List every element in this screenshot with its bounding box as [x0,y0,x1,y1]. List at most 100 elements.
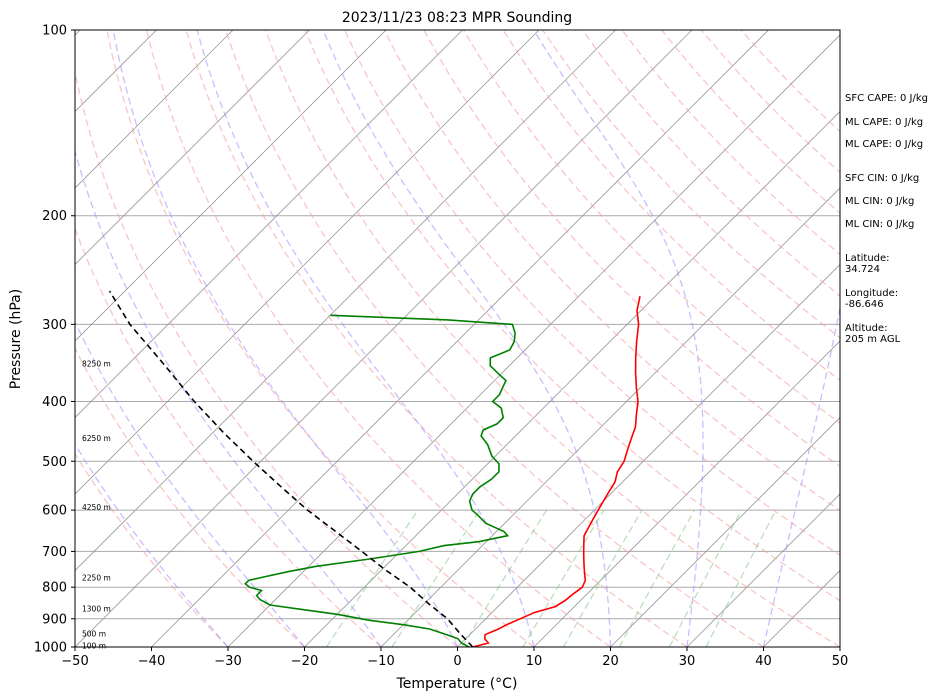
x-tick-label: −40 [138,654,165,669]
height-label: 6250 m [82,434,111,443]
dry-adiabat-line [185,30,688,647]
dry-adiabat-line [75,226,382,647]
y-tick-label: 900 [42,612,67,627]
isotherm-line [0,30,4,647]
height-label: 1300 m [82,604,111,613]
mixing-ratio-line [461,509,548,647]
x-tick-label: 20 [602,654,619,669]
sfc-cape-text: SFC CAPE: 0 J/kg [845,93,928,104]
dry-adiabat-line [423,30,840,468]
longitude-label: Longitude: [845,288,899,299]
moist-adiabat-line [75,148,382,647]
chart-title: 2023/11/23 08:23 MPR Sounding [342,10,572,26]
isotherm-line [457,263,840,647]
x-axis: −50 −40 −30 −20 −10 0 10 20 30 40 50 [61,647,848,669]
mixing-ratio-line [668,509,743,647]
isotherm-line [75,30,387,342]
y-axis: 100 200 300 400 500 600 700 800 900 1000 [34,24,75,656]
isotherm-line [151,30,769,647]
altitude-value: 205 m AGL [845,334,901,345]
ml-cape-text-2: ML CAPE: 0 J/kg [845,139,924,150]
temperature-profile [472,296,641,647]
y-tick-label: 100 [42,24,67,39]
mixing-ratio-line [705,509,777,647]
moist-adiabat-line [112,30,459,647]
profile-lines [108,290,641,647]
x-tick-label: 50 [832,654,849,669]
dry-adiabat-line [542,30,840,339]
isotherm-line [75,30,693,647]
moist-adiabat-line [762,304,840,647]
mixing-ratio-line [325,509,419,647]
sfc-cin-text: SFC CIN: 0 J/kg [845,173,920,184]
longitude-value: -86.646 [845,299,884,310]
x-tick-label: −30 [214,654,241,669]
isotherm-line [533,340,840,647]
moist-adiabat-line [533,30,704,647]
y-tick-label: 800 [42,581,67,596]
dry-adiabat-line [145,30,611,647]
x-tick-label: −50 [61,654,88,669]
latitude-label: Latitude: [845,253,890,264]
isotherm-line [75,30,540,495]
mixing-ratio-line [522,509,605,647]
isotherm-line [304,110,840,647]
dry-adiabat-line [502,30,840,381]
isotherm-line [610,416,840,647]
dry-adiabat-line [344,30,840,556]
isotherm-line [75,30,463,419]
latitude-value: 34.724 [845,264,880,275]
ml-cin-text-2: ML CIN: 0 J/kg [845,219,915,230]
dewpoint-profile [244,314,516,647]
x-tick-label: 40 [755,654,772,669]
dry-adiabat-line [75,452,229,647]
y-tick-label: 400 [42,395,67,410]
ml-cape-text: ML CAPE: 0 J/kg [845,117,924,128]
plot-frame [74,29,841,648]
mixing-ratio-line [618,509,696,647]
dry-adiabat-line [383,30,840,512]
y-tick-label: 600 [42,504,67,519]
background-guide-lines [0,30,840,647]
x-axis-label: Temperature (°C) [396,676,518,692]
x-tick-label: 30 [679,654,696,669]
dry-adiabat-line [225,30,764,647]
dry-adiabat-line [462,30,840,424]
dry-adiabat-line [75,69,458,647]
dry-adiabat-line [264,30,840,647]
y-tick-label: 1000 [34,641,67,656]
isotherm-line [380,187,840,647]
moist-adiabat-line [196,30,535,647]
y-tick-label: 300 [42,318,67,333]
parcel-profile [108,290,474,647]
mixing-ratio-line [562,509,643,647]
x-tick-label: 10 [526,654,543,669]
isotherm-line [75,30,310,266]
dry-adiabat-line [75,346,305,647]
y-axis-label: Pressure (hPa) [8,289,24,389]
isotherm-line [686,493,840,647]
isotherm-line [227,34,840,647]
isotherm-line [75,30,234,189]
height-label: 100 m [82,642,106,651]
height-label: 2250 m [82,574,111,583]
height-labels: 8250 m 6250 m 4250 m 2250 m 1300 m 500 m 100 m [82,359,111,650]
moist-adiabat-line [75,442,229,647]
dry-adiabat-line [106,30,535,647]
y-tick-label: 200 [42,209,67,224]
dry-adiabat-line [581,30,840,297]
x-tick-label: −20 [291,654,318,669]
altitude-label: Altitude: [845,323,888,334]
height-label: 8250 m [82,359,111,368]
y-tick-label: 500 [42,455,67,470]
height-label: 500 m [82,630,106,639]
height-label: 4250 m [82,503,111,512]
x-tick-label: 0 [453,654,461,669]
ml-cin-text: ML CIN: 0 J/kg [845,196,915,207]
y-tick-label: 700 [42,545,67,560]
dry-adiabat-line [304,30,840,602]
mixing-ratio-line [391,509,481,647]
x-tick-label: −10 [367,654,394,669]
isotherm-line [75,30,616,572]
